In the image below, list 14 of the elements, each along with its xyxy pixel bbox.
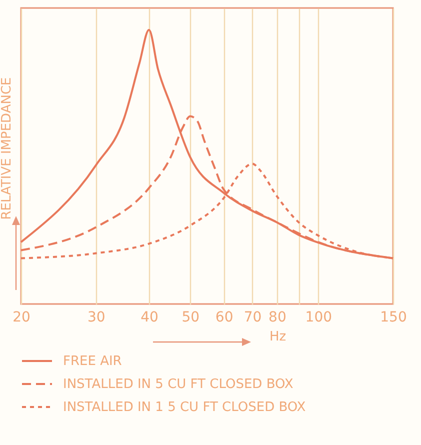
x-tick-label: 30 [87, 310, 106, 326]
x-tick-label: 50 [182, 310, 200, 326]
x-tick-label: 80 [268, 310, 286, 326]
legend-label: FREE AIR [63, 354, 122, 369]
x-tick-label: 150 [380, 310, 407, 326]
x-tick-label: 60 [215, 310, 234, 326]
x-tick-label: 100 [305, 310, 332, 326]
y-axis-title: RELATIVE IMPEDANCE [0, 77, 14, 220]
x-tick-label: 20 [12, 310, 30, 326]
x-tick-label: 70 [244, 310, 262, 326]
x-tick-label: 40 [140, 310, 158, 326]
legend-label: INSTALLED IN 5 CU FT CLOSED BOX [63, 377, 294, 392]
x-axis-title: Hz [270, 330, 286, 344]
legend-label: INSTALLED IN 1 5 CU FT CLOSED BOX [63, 400, 306, 415]
